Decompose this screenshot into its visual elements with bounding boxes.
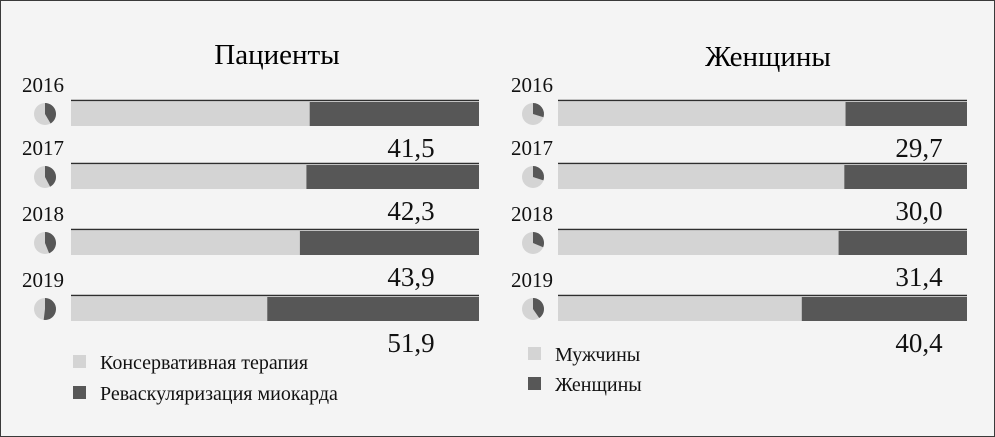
value-label: 43,9	[387, 262, 434, 292]
bar-segment-women	[801, 297, 967, 321]
pie-slice	[533, 298, 545, 319]
pie-slice	[533, 232, 544, 248]
legend-swatch	[73, 355, 86, 368]
bar-segment-revascularization	[299, 231, 479, 255]
legend-label: Женщины	[555, 374, 642, 396]
year-label: 2016	[22, 73, 64, 97]
year-label: 2019	[22, 268, 64, 292]
pie-slice	[45, 232, 56, 254]
legend-label: Мужчины	[555, 344, 640, 366]
bar-segment-revascularization	[306, 165, 479, 189]
legend-label: Консервативная терапия	[100, 352, 308, 374]
legend-swatch	[73, 386, 86, 399]
value-label: 30,0	[895, 196, 942, 226]
bar-segment-revascularization	[267, 297, 479, 321]
bar-segment-conservative	[71, 102, 310, 126]
chart-title: Пациенты	[214, 39, 339, 71]
bar-segment-men	[558, 297, 802, 321]
bar-segment-men	[558, 102, 846, 126]
bar-segment-conservative	[71, 297, 268, 321]
bar-segment-conservative	[71, 231, 300, 255]
legend-label: Реваскуляризация миокарда	[100, 383, 338, 405]
legend-swatch	[528, 347, 541, 360]
year-label: 2017	[22, 136, 64, 160]
value-label: 40,4	[895, 328, 943, 358]
value-label: 31,4	[895, 262, 943, 292]
year-label: 2016	[511, 73, 553, 97]
pie-slice	[45, 103, 57, 124]
bar-segment-conservative	[71, 165, 307, 189]
bar-segment-women	[838, 231, 967, 255]
bar-segment-revascularization	[309, 102, 479, 126]
value-label: 51,9	[387, 328, 434, 358]
bar-segment-women	[844, 165, 967, 189]
pie-slice	[533, 166, 544, 181]
pie-slice	[45, 165, 57, 187]
pie-slice	[43, 297, 57, 320]
panel-patients: Пациенты 2016 41,5 2017 42,3 2018 43,9 2019 51,…	[22, 39, 479, 405]
legend-swatch	[528, 377, 541, 390]
value-label: 41,5	[387, 133, 434, 163]
bar-segment-women	[845, 102, 967, 126]
year-label: 2017	[511, 136, 553, 160]
bar-segment-men	[558, 231, 839, 255]
panel-women: Женщины 2016 29,7 2017 30,0 2018 31,4 2019 40,4…	[511, 41, 967, 396]
value-label: 42,3	[387, 196, 434, 226]
pie-slice	[533, 103, 544, 118]
value-label: 29,7	[895, 133, 942, 163]
year-label: 2018	[22, 202, 64, 226]
year-label: 2019	[511, 268, 553, 292]
year-label: 2018	[511, 202, 553, 226]
bar-segment-men	[558, 165, 845, 189]
chart-title: Женщины	[705, 41, 831, 73]
